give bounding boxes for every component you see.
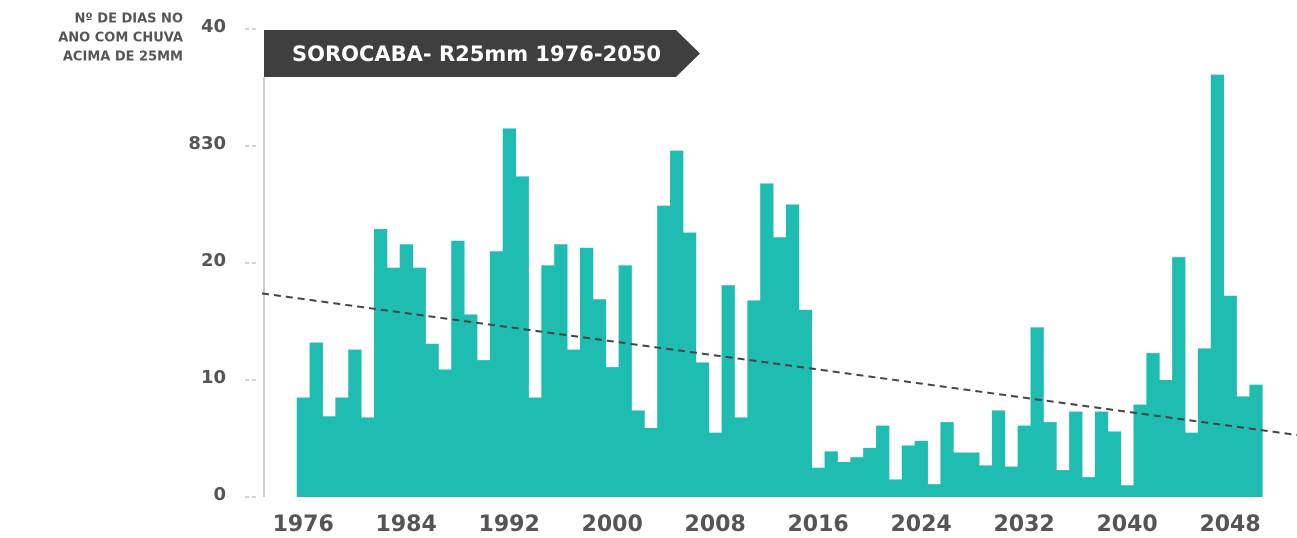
bar bbox=[824, 451, 838, 497]
y-axis-title: Nº DE DIAS NO bbox=[75, 12, 183, 27]
bar bbox=[953, 452, 967, 497]
bar bbox=[657, 205, 671, 498]
bar bbox=[502, 128, 517, 497]
bar bbox=[837, 461, 851, 497]
bar bbox=[1185, 432, 1199, 497]
y-tick-label: 40 bbox=[201, 16, 226, 37]
bar bbox=[1120, 485, 1134, 497]
y-tick-label: 0 bbox=[213, 484, 226, 505]
bar bbox=[348, 349, 362, 497]
bar bbox=[1056, 470, 1070, 497]
bar bbox=[1082, 477, 1096, 497]
bar bbox=[708, 432, 722, 497]
bar bbox=[567, 349, 581, 497]
bar bbox=[1146, 353, 1160, 497]
bar bbox=[863, 447, 877, 497]
bar bbox=[1043, 422, 1057, 497]
bar bbox=[785, 204, 800, 497]
bar bbox=[695, 362, 710, 497]
bar bbox=[1069, 411, 1083, 497]
bar bbox=[914, 440, 928, 497]
bar bbox=[927, 484, 941, 497]
bar bbox=[876, 425, 890, 497]
bar bbox=[322, 416, 336, 497]
bar bbox=[438, 369, 452, 497]
bar bbox=[734, 417, 748, 497]
x-tick-label: 1984 bbox=[376, 512, 437, 537]
bar bbox=[1133, 404, 1147, 497]
bar bbox=[1004, 466, 1019, 497]
bar bbox=[670, 150, 684, 497]
bar bbox=[592, 299, 607, 497]
bar bbox=[296, 397, 311, 497]
bar bbox=[1249, 384, 1263, 497]
x-tick-label: 2048 bbox=[1199, 512, 1260, 537]
bar bbox=[1210, 74, 1225, 497]
bar bbox=[528, 397, 542, 497]
bar bbox=[940, 422, 954, 497]
bar bbox=[850, 457, 864, 497]
y-axis-title: ANO COM CHUVA bbox=[58, 31, 183, 46]
bar bbox=[1159, 380, 1173, 497]
x-tick-label: 1992 bbox=[479, 512, 540, 537]
bar bbox=[991, 410, 1006, 497]
bar bbox=[476, 360, 491, 497]
bar bbox=[1236, 396, 1250, 497]
bar bbox=[605, 367, 619, 497]
bar bbox=[979, 465, 993, 497]
bar bbox=[386, 267, 401, 497]
x-tick-label: 2024 bbox=[890, 512, 951, 537]
x-tick-label: 2040 bbox=[1096, 512, 1157, 537]
y-tick-label: 830 bbox=[188, 133, 226, 154]
x-tick-label: 2032 bbox=[993, 512, 1054, 537]
bar bbox=[798, 309, 813, 497]
bar bbox=[888, 479, 903, 497]
bar bbox=[747, 300, 761, 497]
bar bbox=[541, 265, 555, 497]
x-tick-label: 2016 bbox=[788, 512, 849, 537]
x-tick-label: 2008 bbox=[685, 512, 746, 537]
bar bbox=[618, 265, 632, 497]
bar bbox=[489, 251, 504, 497]
bar bbox=[1107, 431, 1122, 497]
bar bbox=[1030, 327, 1044, 497]
bar bbox=[579, 247, 594, 497]
x-tick-label: 2000 bbox=[582, 512, 643, 537]
title-banner bbox=[264, 30, 700, 77]
bar bbox=[721, 285, 735, 497]
bar bbox=[1094, 411, 1109, 497]
bar bbox=[464, 314, 478, 497]
bar bbox=[554, 244, 568, 497]
bar bbox=[412, 267, 426, 497]
bar bbox=[773, 237, 787, 497]
bar bbox=[451, 240, 465, 497]
chart-title: SOROCABA- R25mm 1976-2050 bbox=[292, 42, 661, 66]
bar bbox=[1017, 425, 1031, 497]
bar bbox=[631, 410, 645, 497]
bar bbox=[373, 229, 388, 497]
bar bbox=[760, 183, 774, 497]
y-axis-title: ACIMA DE 25MM bbox=[63, 50, 183, 65]
trend-line bbox=[261, 292, 1297, 436]
bar bbox=[901, 445, 916, 497]
bar bbox=[966, 452, 980, 497]
bar bbox=[399, 244, 414, 497]
y-tick-label: 20 bbox=[201, 250, 226, 271]
bar bbox=[682, 232, 697, 497]
bar bbox=[335, 397, 349, 497]
bar bbox=[1172, 257, 1186, 497]
bar bbox=[644, 427, 658, 497]
bar bbox=[811, 467, 825, 497]
bar bbox=[309, 342, 323, 497]
x-tick-label: 1976 bbox=[273, 512, 334, 537]
bar bbox=[515, 176, 529, 498]
bar bbox=[425, 343, 439, 497]
bars bbox=[296, 74, 1263, 498]
y-tick-label: 10 bbox=[201, 367, 226, 388]
bar bbox=[361, 417, 375, 497]
bar bbox=[1223, 295, 1237, 497]
